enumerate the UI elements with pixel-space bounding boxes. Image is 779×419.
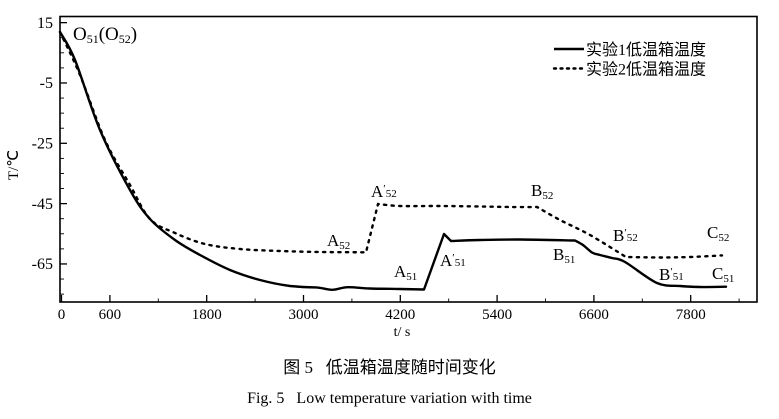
svg-text:-65: -65 bbox=[32, 256, 53, 273]
svg-text:-25: -25 bbox=[32, 136, 53, 153]
svg-text:-45: -45 bbox=[32, 196, 53, 213]
svg-text:6600: 6600 bbox=[579, 307, 609, 323]
svg-text:实验2低温箱温度: 实验2低温箱温度 bbox=[586, 61, 706, 79]
svg-text:7800: 7800 bbox=[676, 307, 706, 323]
svg-text:T/℃: T/℃ bbox=[6, 150, 22, 180]
svg-text:3000: 3000 bbox=[289, 307, 319, 323]
svg-text:600: 600 bbox=[99, 307, 122, 323]
svg-text:0: 0 bbox=[58, 307, 66, 323]
svg-text:4200: 4200 bbox=[385, 307, 415, 323]
svg-text:5400: 5400 bbox=[482, 307, 512, 323]
svg-text:1800: 1800 bbox=[192, 307, 222, 323]
svg-text:15: 15 bbox=[37, 15, 53, 32]
svg-text:实验1低温箱温度: 实验1低温箱温度 bbox=[586, 41, 706, 59]
svg-text:-5: -5 bbox=[40, 75, 53, 92]
svg-text:t/ s: t/ s bbox=[394, 325, 411, 340]
